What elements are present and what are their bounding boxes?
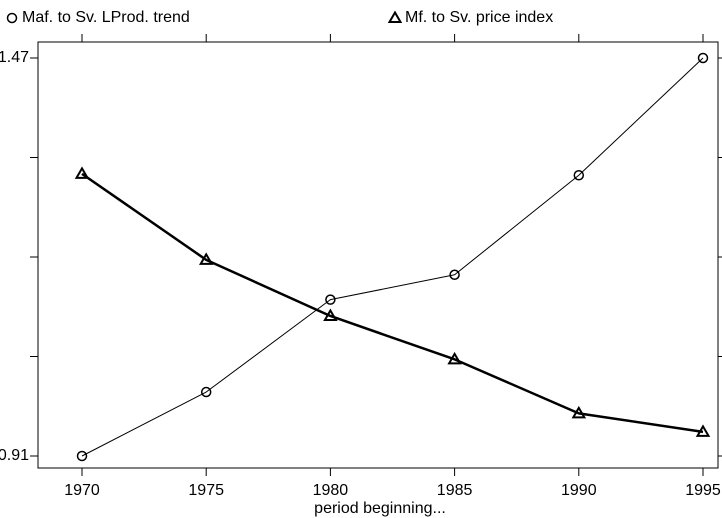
marker-triangle [695, 424, 711, 437]
x-tick-label: 1980 [313, 482, 349, 499]
marker-circle [573, 170, 585, 181]
legend-label: Mf. to Sv. price index [405, 9, 553, 26]
marker-triangle [74, 166, 90, 179]
marker-triangle [571, 405, 587, 419]
legend-marker [387, 10, 403, 23]
marker-circle [325, 294, 336, 305]
x-tick-label: 1995 [685, 482, 721, 499]
marker-circle [76, 450, 88, 462]
series-line [81, 172, 704, 434]
x-tick-label: 1970 [64, 482, 100, 499]
marker-circle [697, 52, 709, 64]
marker-circle [449, 269, 460, 281]
legend-marker [6, 12, 18, 24]
y-tick-label: 0.91 [0, 447, 29, 464]
y-tick-label: 1.47 [0, 49, 29, 66]
marker-triangle [323, 308, 338, 321]
plot-frame [37, 41, 719, 469]
x-axis-title: period beginning... [314, 500, 446, 517]
series-line [81, 57, 704, 457]
marker-triangle [198, 252, 214, 265]
x-tick-label: 1985 [437, 482, 473, 499]
marker-circle [200, 386, 212, 398]
x-tick-label: 1990 [561, 482, 597, 499]
legend-label: Maf. to Sv. LProd. trend [22, 9, 190, 26]
x-tick-label: 1975 [188, 482, 224, 499]
marker-triangle [447, 351, 462, 365]
